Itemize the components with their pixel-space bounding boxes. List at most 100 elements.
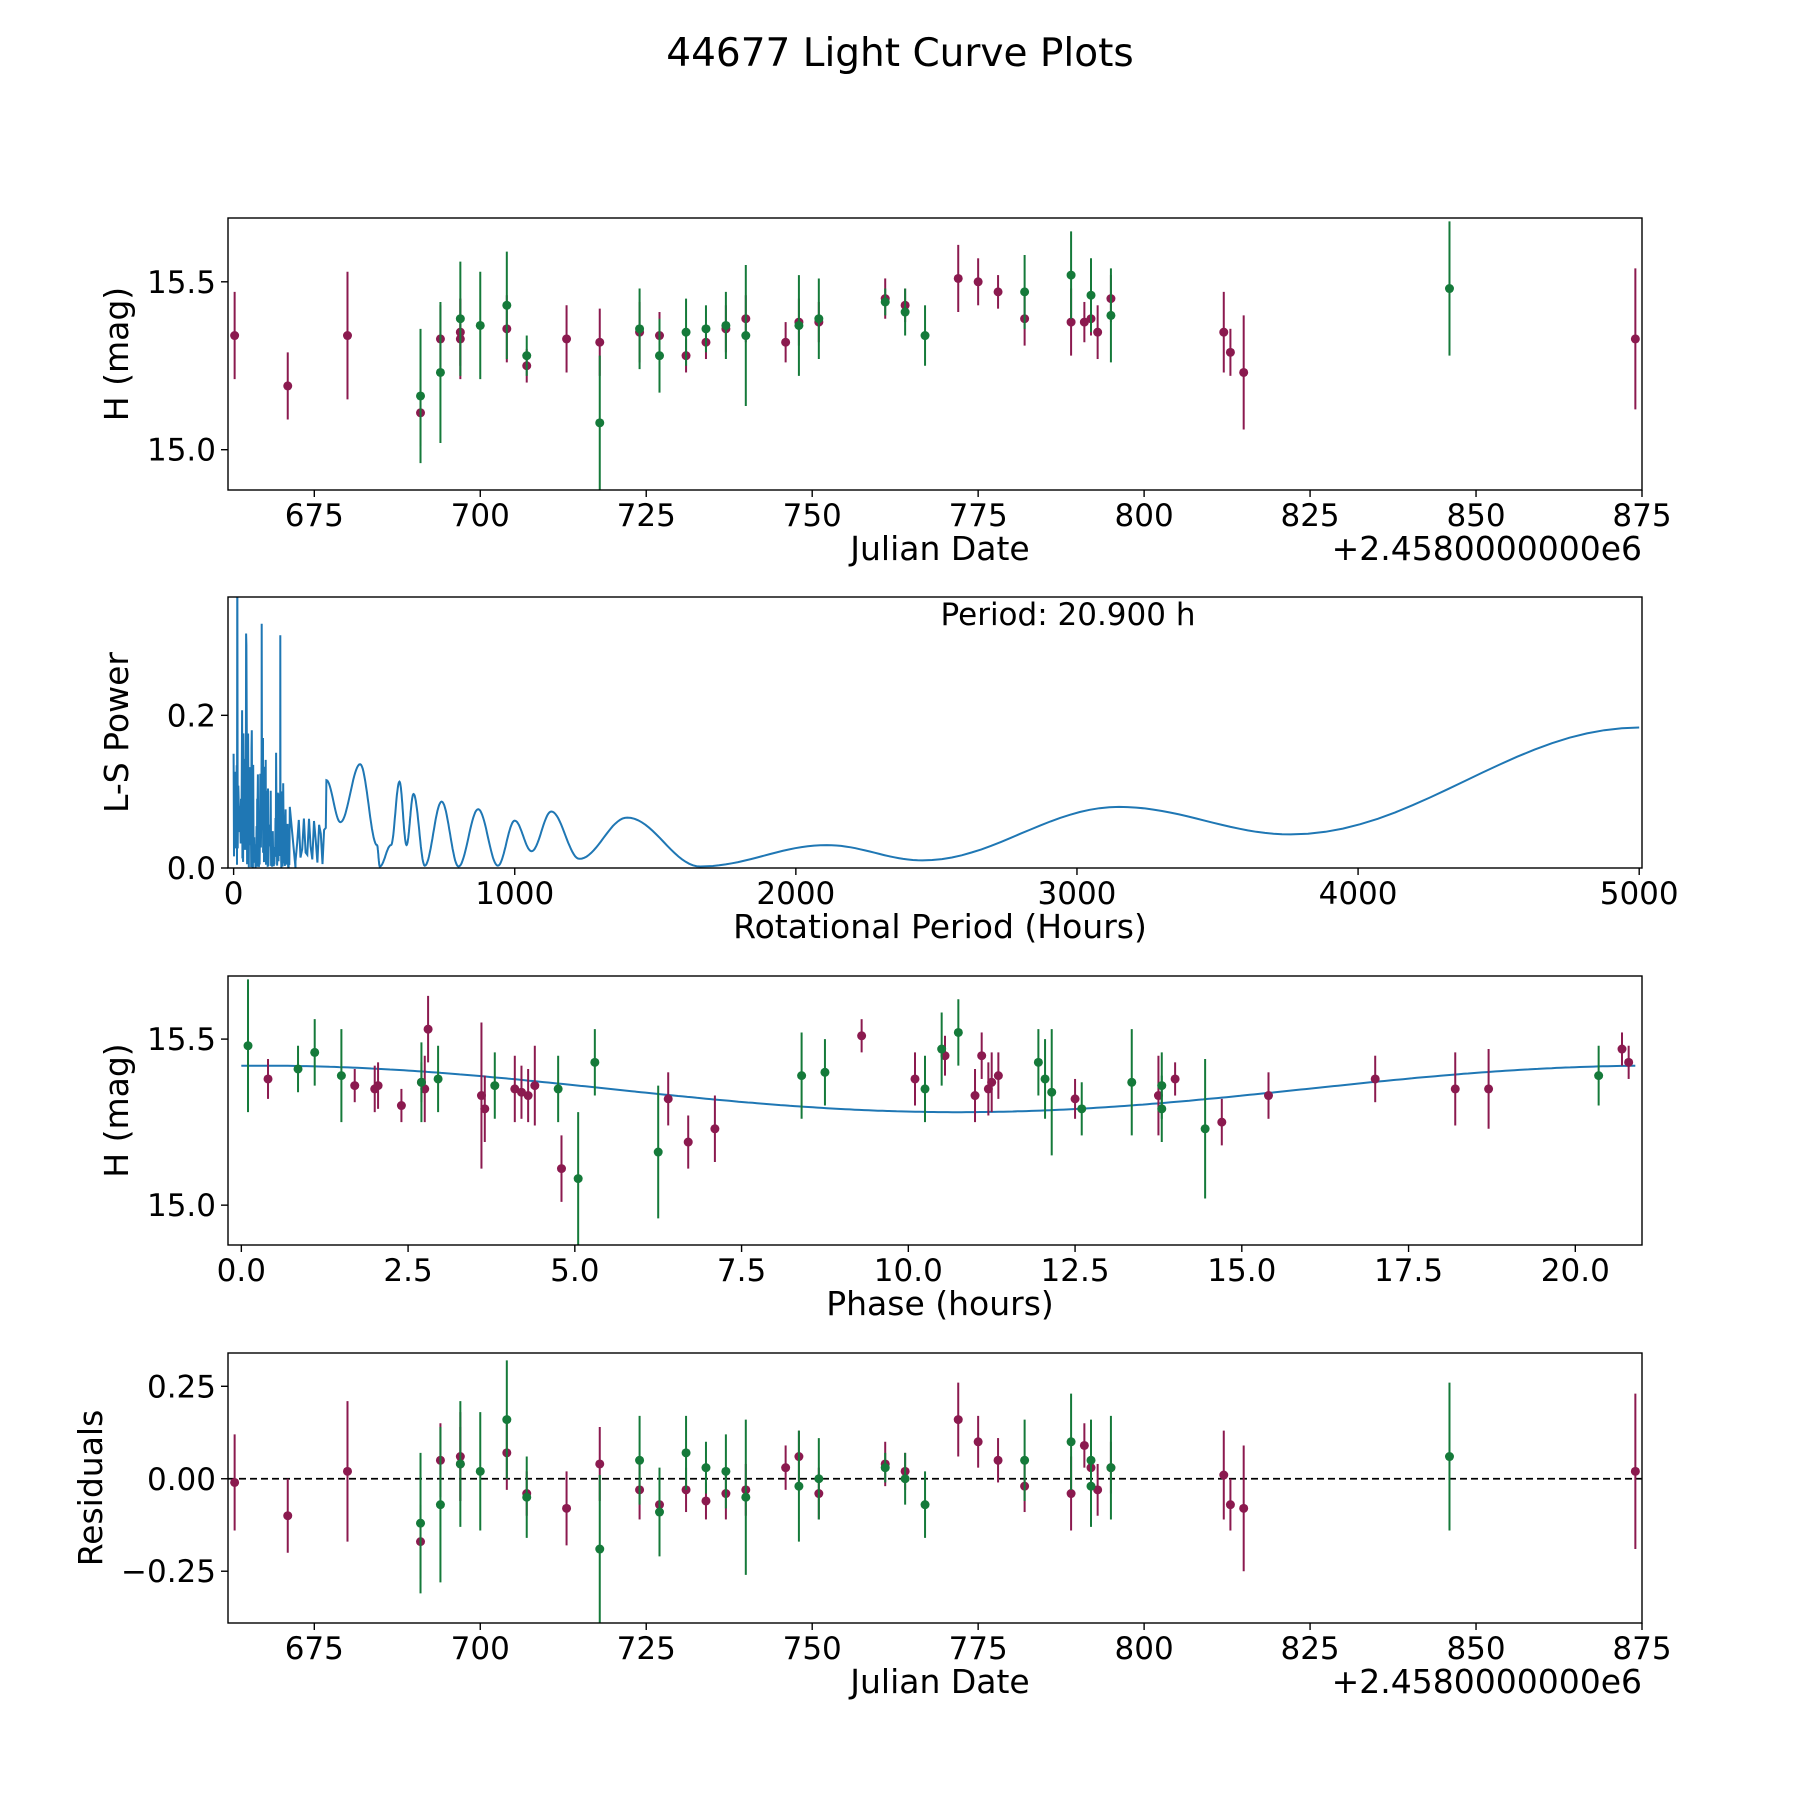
green-series [416, 221, 1454, 490]
green-data-point [681, 327, 691, 337]
maroon-data-point [1070, 1094, 1080, 1104]
green-data-point [920, 1084, 930, 1094]
maroon-data-point [1093, 327, 1103, 337]
maroon-data-point [1225, 1500, 1235, 1510]
maroon-data-point [683, 1137, 693, 1147]
x-tick-label: 17.5 [1374, 1253, 1443, 1289]
x-tick-label: 800 [1115, 498, 1174, 534]
green-data-point [701, 1463, 711, 1473]
x-tick-label: 20.0 [1541, 1253, 1610, 1289]
green-data-point [721, 1466, 731, 1476]
green-data-point [1020, 1455, 1030, 1465]
green-data-point [416, 391, 426, 401]
maroon-data-point [993, 1455, 1003, 1465]
green-data-point [1047, 1087, 1057, 1097]
x-offset-label: +2.4580000000e6 [1332, 1662, 1642, 1701]
maroon-data-point [1219, 327, 1229, 337]
green-data-point [595, 1544, 605, 1554]
maroon-data-point [1079, 317, 1089, 327]
y-tick-label: −0.25 [121, 1554, 216, 1590]
plot-area [232, 597, 1640, 868]
x-tick-label: 4000 [1319, 876, 1398, 912]
maroon-data-point [562, 334, 572, 344]
y-tick-label: 0.2 [167, 698, 216, 734]
maroon-data-point [342, 331, 352, 341]
green-data-point [1127, 1077, 1137, 1087]
axes-frame [227, 596, 1643, 869]
x-tick-label: 850 [1446, 1631, 1505, 1667]
maroon-data-point [1217, 1117, 1227, 1127]
maroon-data-point [1630, 334, 1640, 344]
x-tick-label: 750 [783, 498, 842, 534]
maroon-data-point [970, 1091, 980, 1101]
periodogram-series-line [232, 597, 1640, 868]
green-data-point [937, 1044, 947, 1054]
maroon-data-point [516, 1087, 526, 1097]
maroon-data-point [1624, 1057, 1634, 1067]
maroon-data-point [1093, 1485, 1103, 1495]
maroon-data-point [230, 1477, 240, 1487]
green-data-point [880, 297, 890, 307]
maroon-data-point [710, 1124, 720, 1134]
green-data-point [681, 1448, 691, 1458]
green-data-point [595, 418, 605, 428]
green-data-point [573, 1174, 583, 1184]
x-tick-label: 10.0 [874, 1253, 943, 1289]
maroon-data-point [556, 1164, 566, 1174]
green-data-point [522, 1492, 532, 1502]
x-axis-label: Julian Date [848, 1662, 1030, 1701]
maroon-data-point [701, 1496, 711, 1506]
y-tick-label: 15.5 [147, 1022, 216, 1058]
x-tick-label: 875 [1612, 498, 1671, 534]
period-annotation: Period: 20.900 h [941, 597, 1196, 633]
plot-area [230, 221, 1640, 490]
figure-title: 44677 Light Curve Plots [666, 31, 1133, 76]
green-data-point [655, 1507, 665, 1517]
maroon-data-point [993, 1071, 1003, 1081]
green-data-point [416, 1077, 426, 1087]
phased-light-curve-panel: 0.0 2.5 5.0 7.5 10.0 12.5 15.0 17.5 20.0 15.0 15.5… [97, 975, 1643, 1323]
green-data-point [900, 307, 910, 317]
maroon-data-point [1630, 1466, 1640, 1476]
x-axis-label: Rotational Period (Hours) [733, 907, 1147, 946]
x-tick-label: 0 [224, 876, 244, 912]
maroon-data-point [983, 1084, 993, 1094]
x-tick-label: 0.0 [217, 1253, 266, 1289]
maroon-data-point [373, 1081, 383, 1091]
maroon-data-point [1225, 347, 1235, 357]
y-tick-label: 15.0 [147, 1188, 216, 1224]
green-data-point [1066, 1437, 1076, 1447]
green-data-point [1066, 270, 1076, 280]
maroon-data-point [1170, 1074, 1180, 1084]
maroon-data-point [1239, 1503, 1249, 1513]
green-data-point [1033, 1057, 1043, 1067]
green-data-point [435, 1500, 445, 1510]
x-tick-label: 675 [285, 1631, 344, 1667]
green-data-point [1444, 1452, 1454, 1462]
green-data-point [502, 300, 512, 310]
maroon-data-point [1617, 1044, 1627, 1054]
maroon-data-point [480, 1104, 490, 1114]
maroon-data-point [781, 1463, 791, 1473]
x-tick-label: 825 [1280, 1631, 1339, 1667]
maroon-data-point [993, 287, 1003, 297]
green-data-point [293, 1064, 303, 1074]
green-data-point [953, 1027, 963, 1037]
x-tick-label: 750 [783, 1631, 842, 1667]
green-data-point [1020, 287, 1030, 297]
maroon-data-point [342, 1466, 352, 1476]
maroon-data-point [283, 381, 293, 391]
green-series [416, 1360, 1454, 1623]
green-data-point [814, 314, 824, 324]
green-data-point [880, 1463, 890, 1473]
green-data-point [336, 1071, 346, 1081]
x-tick-label: 825 [1280, 498, 1339, 534]
green-data-point [1594, 1071, 1604, 1081]
x-tick-label: 725 [617, 1631, 676, 1667]
green-data-point [475, 320, 485, 330]
x-axis-label: Phase (hours) [826, 1284, 1054, 1323]
green-data-point [920, 331, 930, 341]
y-axis-label: H (mag) [97, 287, 136, 421]
x-tick-label: 725 [617, 498, 676, 534]
